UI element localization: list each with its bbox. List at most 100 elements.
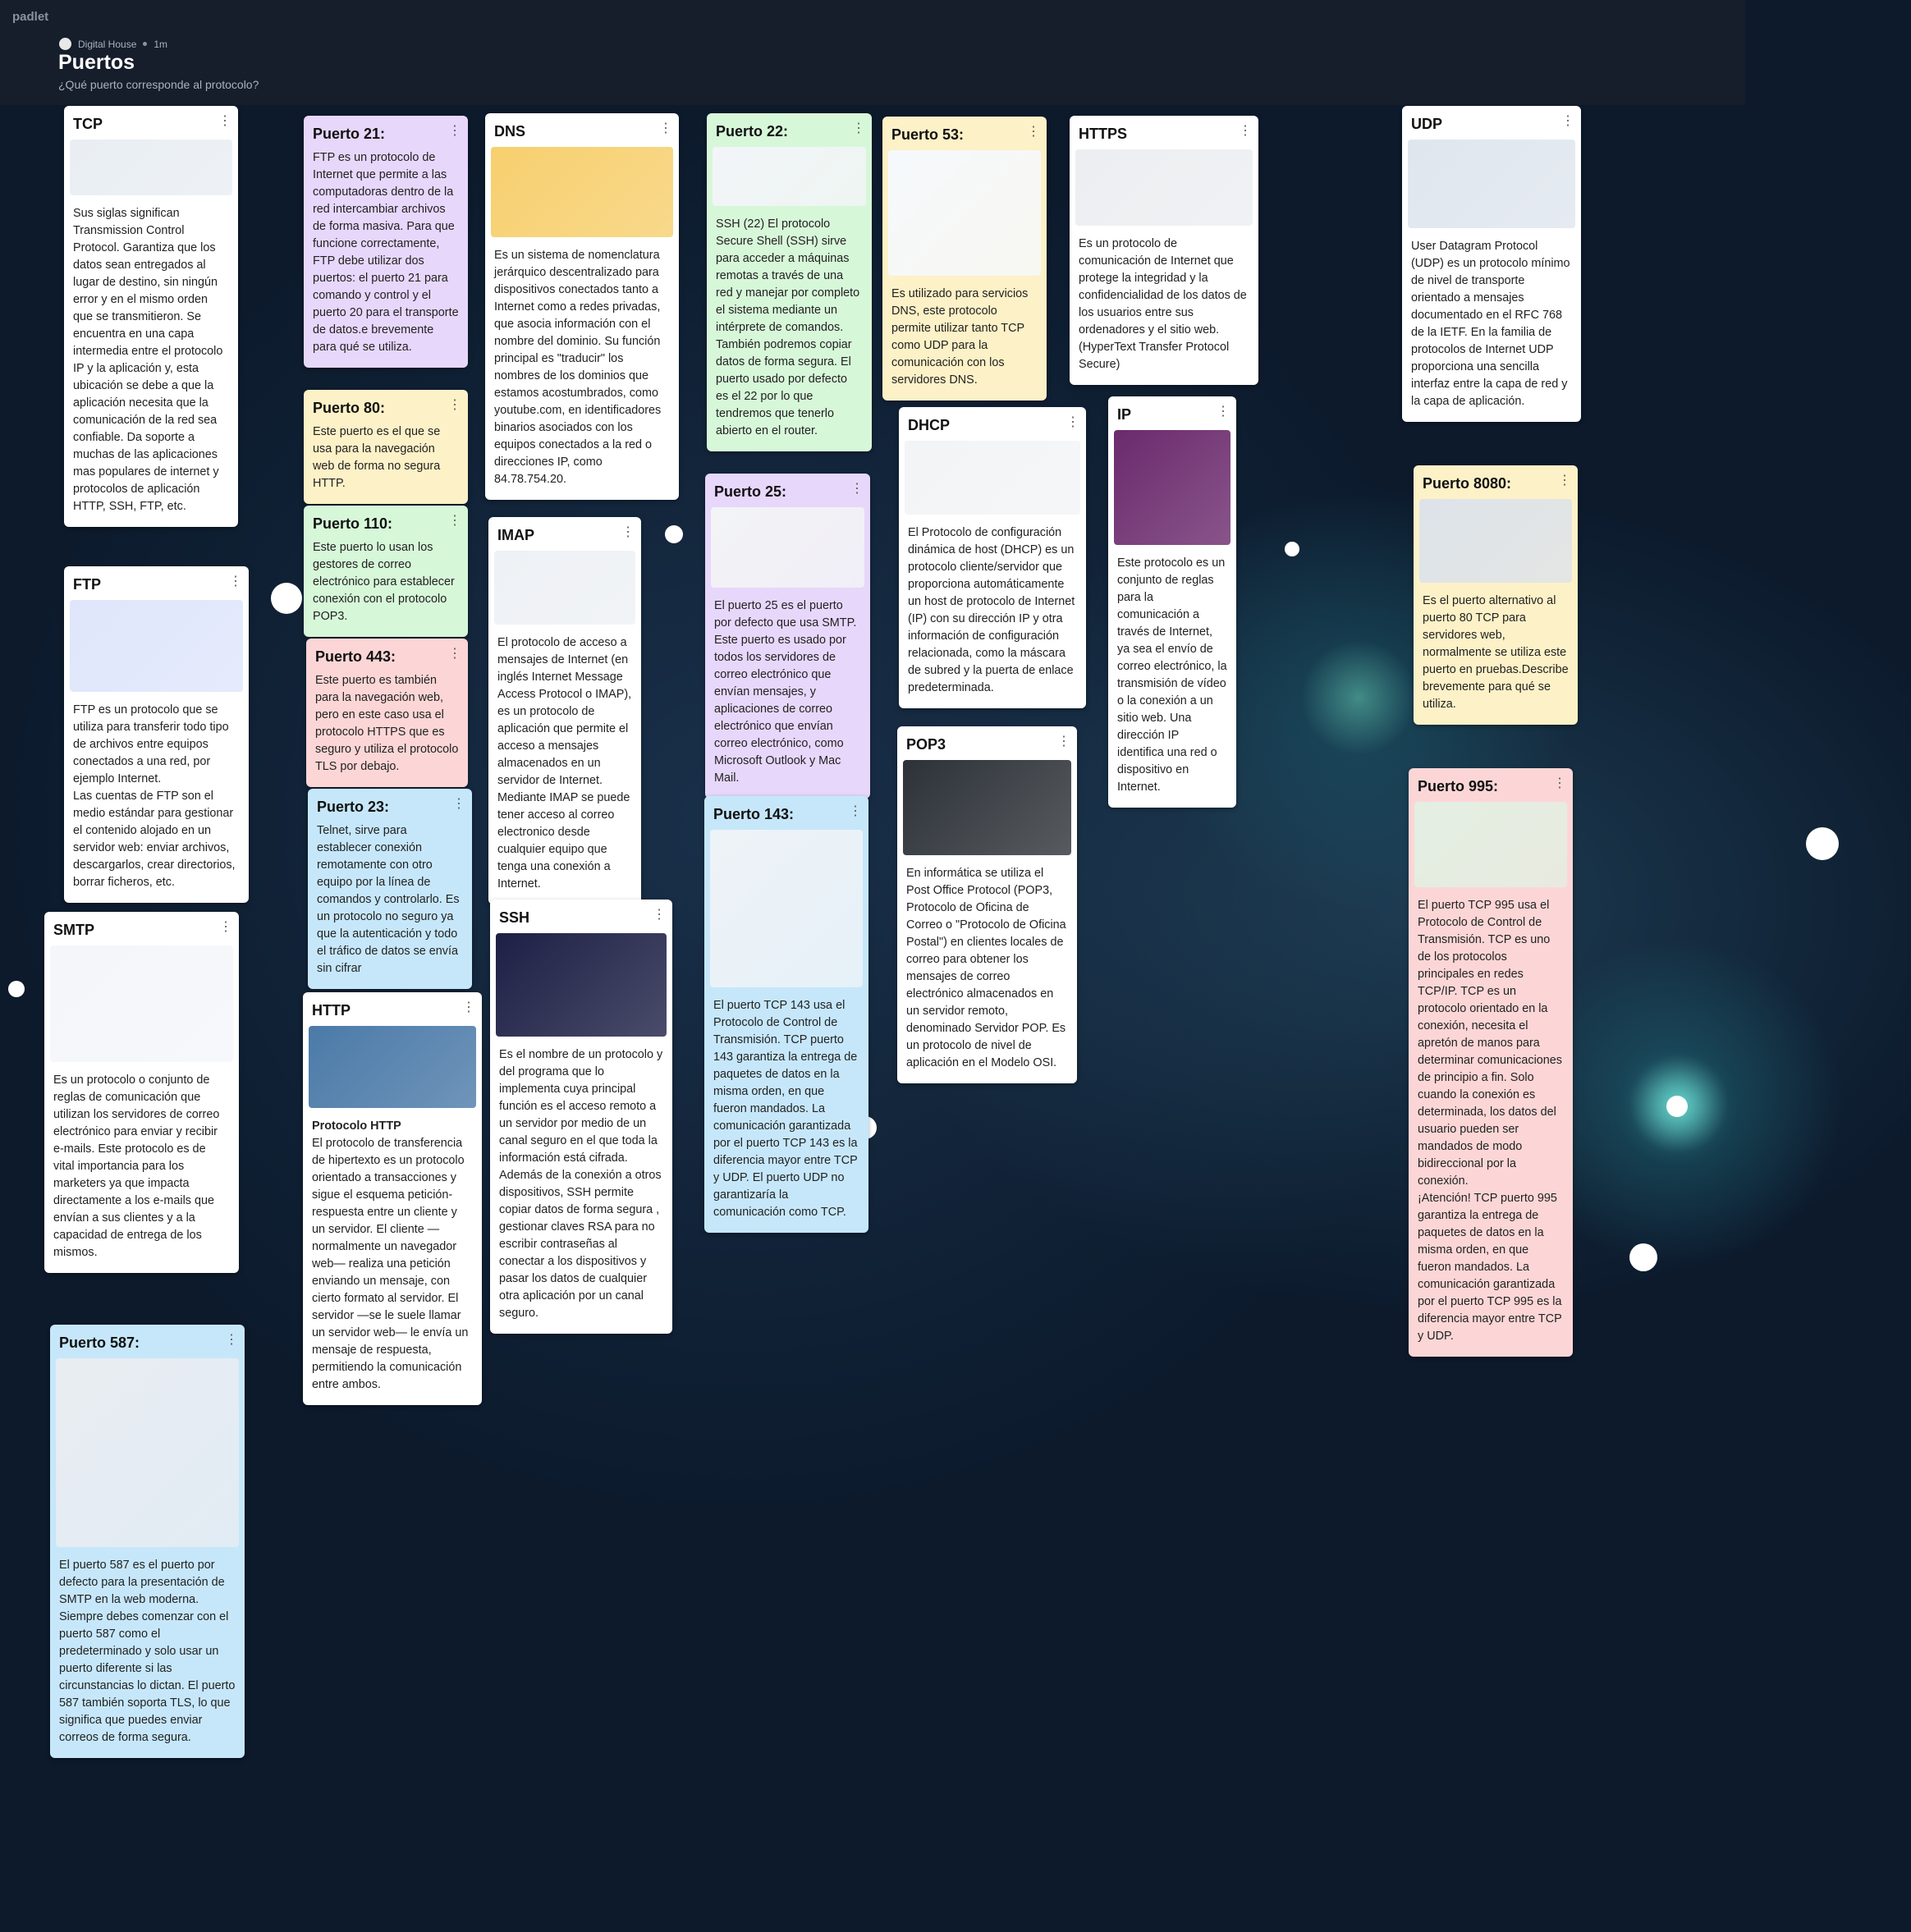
card-text: El puerto TCP 143 usa el Protocolo de Co… — [713, 999, 858, 1219]
card-title: Puerto 587: — [59, 1335, 140, 1351]
card-text: El puerto 587 es el puerto por defecto p… — [59, 1559, 236, 1744]
card-text: En informática se utiliza el Post Office… — [906, 867, 1066, 1069]
card: Puerto 53: Es utilizado para servicios DN… — [882, 117, 1047, 401]
card-title: Puerto 143: — [713, 806, 795, 822]
card-title: POP3 — [906, 736, 946, 753]
card-image — [888, 150, 1041, 276]
time: 1m — [154, 38, 168, 50]
card: Puerto 25: El puerto 25 es el puerto por … — [705, 474, 870, 799]
card: TCP Sus siglas significan Transmission Co… — [64, 106, 238, 527]
card-text: ¡Atención! TCP puerto 995 garantiza la e… — [1418, 1192, 1562, 1343]
card: Puerto 110: Este puerto lo usan los gesto… — [304, 506, 468, 637]
card-text: Este puerto es también para la navegació… — [315, 674, 459, 773]
card: Puerto 80: Este puerto es el que se usa p… — [304, 390, 468, 504]
card: Puerto 21: FTP es un protocolo de Intern… — [304, 116, 468, 368]
card: IP Este protocolo es un conjunto de regla… — [1108, 396, 1236, 808]
card-text: Es un protocolo de comunicación de Inter… — [1079, 237, 1247, 371]
bg-glow — [1666, 1096, 1688, 1117]
card-text: Es el nombre de un protocolo y del progr… — [499, 1048, 663, 1320]
card-text: FTP es un protocolo de Internet que perm… — [313, 151, 459, 354]
card-text: El Protocolo de configuración dinámica d… — [908, 526, 1075, 694]
card-title: DNS — [494, 123, 526, 140]
card: SSH Es el nombre de un protocolo y del pr… — [490, 900, 672, 1334]
card: DHCP El Protocolo de configuración dinámi… — [899, 407, 1086, 708]
bg-node — [271, 583, 302, 614]
card: Puerto 22: SSH (22) El protocolo Secure S… — [707, 113, 872, 451]
card-title: HTTP — [312, 1002, 351, 1019]
card-image — [1075, 149, 1253, 226]
card-title: UDP — [1411, 116, 1443, 132]
header-bar: padlet Digital House 1m Puertos ¿Qué pue… — [0, 0, 1745, 105]
card-image — [711, 507, 864, 588]
card-text: El puerto 25 es el puerto por defecto qu… — [714, 599, 857, 785]
card-text: Las cuentas de FTP son el medio estándar… — [73, 790, 236, 889]
avatar — [59, 38, 71, 50]
bg-node — [1629, 1243, 1657, 1271]
card-title: IP — [1117, 406, 1132, 423]
author: Digital House — [78, 38, 137, 50]
card-title: Puerto 22: — [716, 123, 789, 140]
bg-node — [665, 525, 683, 543]
card-image — [70, 600, 243, 692]
card-text: Es el puerto alternativo al puerto 80 TC… — [1423, 594, 1569, 711]
bg-node — [8, 981, 25, 997]
card-title: Puerto 80: — [313, 400, 386, 416]
card: DNS Es un sistema de nomenclatura jerárqu… — [485, 113, 679, 500]
card-text: FTP es un protocolo que se utiliza para … — [73, 703, 229, 785]
card-image — [903, 760, 1071, 855]
card-image — [1414, 802, 1567, 887]
card-text: Es utilizado para servicios DNS, este pr… — [891, 287, 1029, 387]
bg-node — [1285, 542, 1299, 556]
card-image — [1114, 430, 1230, 545]
card: Puerto 995: El puerto TCP 995 usa el Prot… — [1409, 768, 1573, 1357]
card-title: Puerto 443: — [315, 648, 396, 665]
card-text: SSH (22) El protocolo Secure Shell (SSH)… — [716, 217, 860, 437]
card: SMTP Es un protocolo o conjunto de reglas… — [44, 912, 239, 1273]
card-title: TCP — [73, 116, 103, 132]
card-text: Telnet, sirve para establecer conexión r… — [317, 824, 460, 975]
card-title: Puerto 995: — [1418, 778, 1499, 794]
card: Puerto 143: El puerto TCP 143 usa el Prot… — [704, 796, 868, 1233]
card-text: Sus siglas significan Transmission Contr… — [73, 207, 223, 513]
card-title: DHCP — [908, 417, 951, 433]
card-image — [50, 945, 233, 1062]
card-title: Puerto 53: — [891, 126, 965, 143]
separator — [143, 42, 148, 46]
card-text: El puerto TCP 995 usa el Protocolo de Co… — [1418, 899, 1562, 1188]
card-title: HTTPS — [1079, 126, 1128, 142]
card-image — [1419, 499, 1572, 583]
card-text: Protocolo HTTP — [312, 1119, 401, 1133]
card-image — [496, 933, 667, 1037]
card-text: El protocolo de acceso a mensajes de Int… — [497, 636, 632, 890]
card-text: Es un sistema de nomenclatura jerárquico… — [494, 249, 662, 486]
card-title: Puerto 8080: — [1423, 475, 1512, 492]
card-image — [494, 551, 635, 625]
card-image — [309, 1026, 476, 1108]
card-text: Este puerto lo usan los gestores de corr… — [313, 541, 455, 623]
card-text: El protocolo de transferencia de hiperte… — [312, 1137, 469, 1391]
card-image — [56, 1358, 239, 1547]
card: UDP User Datagram Protocol (UDP) es un p… — [1402, 106, 1581, 422]
app-name: padlet — [12, 10, 49, 24]
card-text: Este puerto es el que se usa para la nav… — [313, 425, 441, 490]
card-text: User Datagram Protocol (UDP) es un proto… — [1411, 240, 1570, 408]
bg-node — [1806, 827, 1839, 860]
card: Puerto 8080: Es el puerto alternativo al … — [1414, 465, 1578, 725]
card: HTTPS Es un protocolo de comunicación de … — [1070, 116, 1258, 385]
board-title: Puertos — [58, 51, 135, 74]
card-title: Puerto 21: — [313, 126, 386, 142]
card-title: Puerto 23: — [317, 799, 390, 815]
card-image — [491, 147, 673, 237]
card-text: Es un protocolo o conjunto de reglas de … — [53, 1074, 220, 1259]
card-title: IMAP — [497, 527, 534, 543]
card-image — [710, 830, 863, 987]
card-image — [905, 441, 1080, 515]
card-title: FTP — [73, 576, 101, 593]
card: IMAP El protocolo de acceso a mensajes de… — [488, 517, 641, 904]
card-title: SSH — [499, 909, 530, 926]
board-subtitle: ¿Qué puerto corresponde al protocolo? — [58, 78, 259, 91]
card: POP3 En informática se utiliza el Post Of… — [897, 726, 1077, 1083]
card: Puerto 587: El puerto 587 es el puerto po… — [50, 1325, 245, 1758]
